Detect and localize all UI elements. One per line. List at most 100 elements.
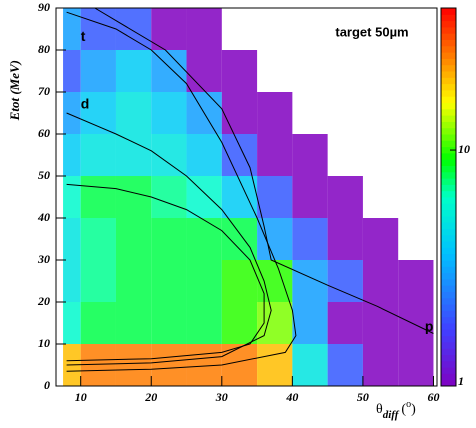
y-axis-label: Etot (MeV)	[7, 60, 22, 121]
x-label-sub: diff	[383, 409, 400, 421]
palette-segment	[441, 83, 456, 91]
palette-segment	[441, 253, 456, 261]
palette-segment	[441, 234, 456, 242]
heatmap-cell	[63, 302, 81, 344]
y-tick-label: 90	[38, 0, 50, 14]
heatmap-cell	[80, 8, 116, 50]
heatmap-cell	[63, 260, 81, 302]
heatmap-cell	[292, 260, 328, 302]
palette-segment	[441, 341, 456, 349]
palette-segment	[441, 241, 456, 248]
palette-segment	[441, 266, 456, 274]
heatmap-cell	[327, 260, 363, 302]
palette-segment	[441, 58, 456, 66]
y-tick-label: 80	[38, 42, 50, 56]
y-tick-label: 70	[38, 84, 50, 98]
heatmap-cell	[257, 134, 293, 176]
heatmap-cell	[257, 302, 293, 344]
palette-frame	[440, 7, 457, 387]
heatmap-cell	[186, 176, 222, 218]
heatmap-cell	[221, 344, 258, 386]
x-label-main: θ	[376, 402, 383, 417]
palette-segment	[441, 379, 456, 387]
palette-segment	[441, 77, 456, 85]
palette-segment	[441, 184, 456, 192]
heatmap-cell	[292, 302, 328, 344]
heatmap-cell	[221, 50, 258, 92]
heatmap-cell	[80, 50, 116, 92]
heatmap-cell	[63, 8, 81, 50]
heatmap-cell	[398, 344, 434, 386]
heatmap-cell	[221, 134, 258, 176]
palette-segment	[441, 278, 456, 286]
heatmap-cell	[151, 92, 187, 134]
z-tick-label: 1	[458, 374, 464, 388]
kinematic-curve	[66, 112, 272, 366]
heatmap-cell	[80, 302, 116, 344]
heatmap-cell	[115, 260, 152, 302]
palette-segment	[441, 285, 456, 292]
palette-segment	[441, 26, 456, 34]
kinematic-curve	[66, 183, 265, 362]
heatmap-cell	[80, 260, 116, 302]
x-tick-label: 20	[144, 390, 157, 404]
palette-segment	[441, 335, 456, 343]
palette-segment	[441, 354, 456, 362]
x-tick-label: 10	[75, 390, 87, 404]
palette-segment	[441, 367, 456, 374]
palette-segment	[441, 310, 456, 318]
palette-segment	[441, 348, 456, 355]
palette-segment	[441, 159, 456, 166]
heatmap-cell	[327, 218, 363, 260]
heatmap-cell	[186, 134, 222, 176]
heatmap-cell	[115, 134, 152, 176]
palette-segment	[441, 222, 456, 229]
x-tick-label: 60	[427, 390, 439, 404]
y-tick-label: 60	[38, 126, 50, 140]
heatmap-cell	[186, 260, 222, 302]
kinematic-curve	[66, 11, 297, 372]
z-tick-label: 10	[458, 142, 470, 156]
heatmap-cell	[327, 176, 363, 218]
palette-segment	[441, 146, 456, 154]
palette-segment	[441, 108, 456, 116]
heatmap-cell	[257, 218, 293, 260]
heatmap-cell	[115, 302, 152, 344]
heatmap-cell	[362, 344, 399, 386]
heatmap-cell	[292, 176, 328, 218]
palette-segment	[441, 197, 456, 204]
palette-segment	[441, 203, 456, 211]
heatmap-cell	[115, 8, 152, 50]
palette-segment	[441, 304, 456, 311]
heatmap-cell	[292, 344, 328, 386]
heatmap-cell	[151, 218, 187, 260]
heatmap-cell	[63, 92, 81, 134]
palette-segment	[441, 140, 456, 148]
palette-segment	[441, 121, 456, 129]
heatmap-cell	[80, 134, 116, 176]
curve-label: d	[81, 95, 90, 111]
heatmap-cell	[398, 260, 434, 302]
palette-segment	[441, 102, 456, 110]
heatmap-cell	[63, 134, 81, 176]
palette-segment	[441, 14, 456, 22]
heatmap-cell	[362, 260, 399, 302]
palette-segment	[441, 209, 456, 217]
curve-label: t	[81, 28, 86, 44]
heatmap-cell	[186, 50, 222, 92]
heatmap-cell	[151, 176, 187, 218]
y-tick-label: 50	[38, 168, 50, 182]
heatmap-cell	[63, 218, 81, 260]
palette-segment	[441, 52, 456, 59]
palette-segment	[441, 64, 456, 72]
heatmap-cell	[115, 92, 152, 134]
palette-segment	[441, 260, 456, 267]
chart-title: target 50µm	[335, 24, 408, 39]
plot-frame	[55, 7, 438, 387]
palette-segment	[441, 8, 456, 15]
heatmap-cell	[221, 260, 258, 302]
heatmap-cell	[151, 260, 187, 302]
heatmap-cell	[362, 302, 399, 344]
heatmap-cell	[115, 344, 152, 386]
